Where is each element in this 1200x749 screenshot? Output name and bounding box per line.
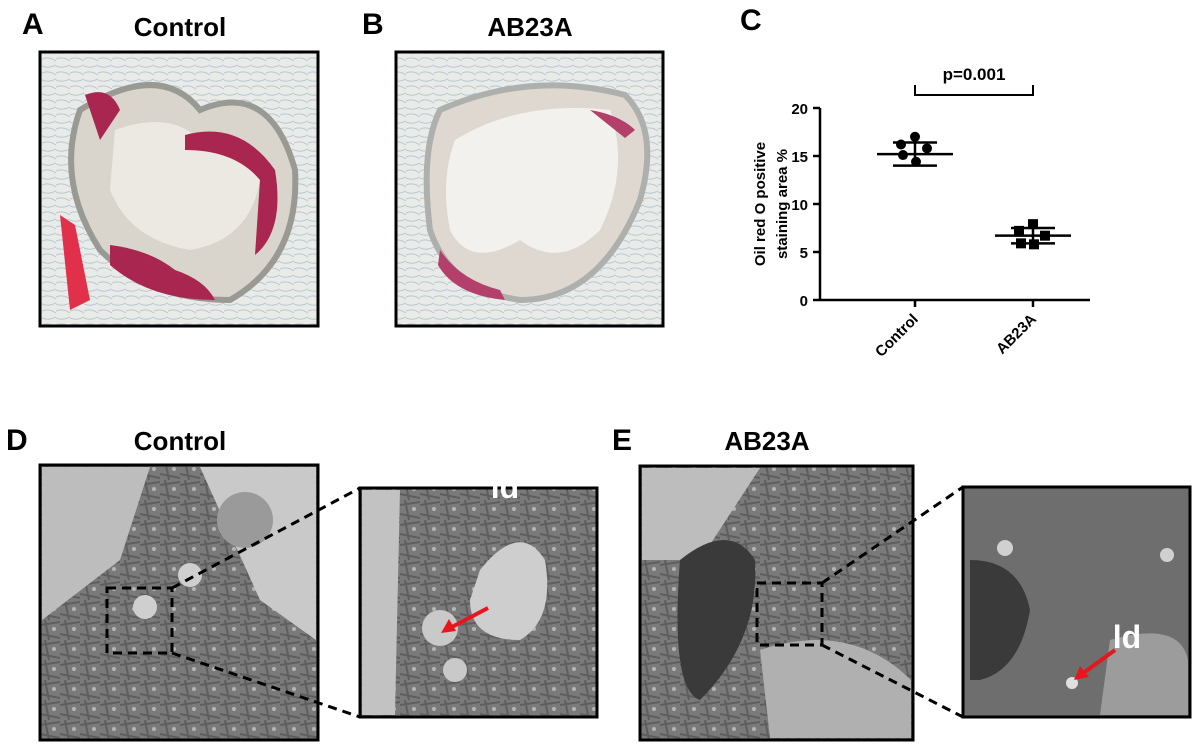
- data-point: [1016, 238, 1026, 249]
- panel-letter: C: [740, 4, 762, 37]
- panel-title: Control: [134, 12, 226, 42]
- panel-title: AB23A: [487, 12, 572, 42]
- annotation: ld: [491, 469, 519, 505]
- annotation: ld: [1113, 619, 1141, 655]
- x-tick-label: AB23A: [993, 311, 1040, 358]
- data-point: [922, 143, 932, 154]
- em-image-d: [38, 463, 599, 742]
- x-tick-label: Control: [872, 311, 922, 361]
- data-point: [1028, 219, 1038, 230]
- micrograph-a: [38, 50, 320, 328]
- data-point: [911, 156, 921, 167]
- em-image-e: [638, 464, 1192, 742]
- data-point: [1014, 225, 1024, 236]
- data-point: [1029, 239, 1039, 250]
- panel-letter: B: [362, 8, 384, 41]
- data-point: [1040, 230, 1050, 241]
- y-tick-label: 15: [791, 149, 808, 166]
- significance-bar: [914, 85, 1034, 96]
- data-point: [910, 131, 920, 142]
- micrograph-b: [394, 50, 665, 328]
- panel-title: AB23A: [724, 426, 809, 456]
- y-tick-label: 20: [791, 101, 808, 118]
- panel-letter: A: [22, 8, 44, 41]
- data-point: [896, 139, 906, 150]
- data-point: [898, 150, 908, 161]
- annotation: p=0.001: [943, 65, 1006, 84]
- panel-letter: D: [6, 424, 28, 457]
- panel-title: Control: [134, 426, 226, 456]
- y-tick-label: 10: [791, 197, 808, 214]
- chart: 0 5 10 15 20 Oil red O positive staining area …: [752, 65, 1090, 361]
- y-axis-label: staining area %: [774, 149, 791, 259]
- y-axis-label: Oil red O positive: [752, 142, 769, 266]
- y-tick-label: 5: [800, 245, 808, 262]
- panel-letter: E: [612, 424, 632, 457]
- y-tick-label: 0: [800, 293, 808, 310]
